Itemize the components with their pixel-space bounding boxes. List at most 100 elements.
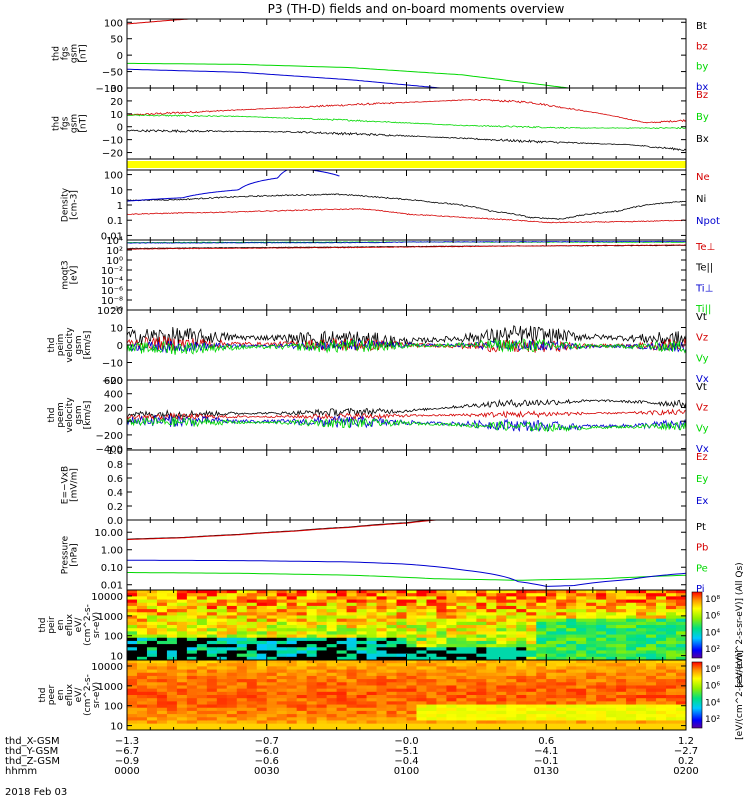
heatmap-cell — [266, 640, 278, 645]
heatmap-cell — [586, 726, 597, 730]
heatmap-cell — [146, 726, 158, 730]
heatmap-cell — [296, 691, 308, 696]
heatmap-cell — [666, 663, 677, 667]
series-Bz-line — [127, 98, 686, 124]
heatmap-cell — [346, 612, 358, 617]
heatmap-cell — [436, 650, 448, 655]
heatmap-cell — [326, 679, 338, 683]
heatmap-cell — [476, 602, 487, 607]
heatmap-cell — [236, 663, 248, 667]
heatmap-cell — [496, 660, 507, 664]
heatmap-cell — [196, 714, 208, 718]
heatmap-cell — [396, 625, 408, 629]
heatmap-cell — [586, 691, 597, 696]
heatmap-cell — [156, 704, 168, 709]
heatmap-cell — [216, 723, 228, 728]
heatmap-cell — [426, 726, 438, 730]
heatmap-cell — [276, 621, 288, 626]
heatmap-cell — [606, 723, 617, 728]
heatmap-cell — [266, 723, 278, 728]
heatmap-cell — [376, 714, 388, 718]
x-tick-label: −2.7 — [674, 746, 698, 757]
heatmap-cell — [266, 717, 278, 722]
colorbar-tick-label: 10⁴ — [705, 698, 720, 708]
heatmap-cell — [306, 640, 318, 645]
heatmap-cell — [556, 596, 567, 601]
heatmap-cell — [156, 682, 168, 687]
heatmap-cell — [586, 710, 597, 715]
heatmap-cell — [136, 679, 148, 683]
heatmap-cell — [586, 714, 597, 718]
heatmap-cell — [456, 596, 467, 601]
heatmap-cell — [656, 720, 667, 725]
heatmap-cell — [506, 593, 517, 597]
heatmap-cell — [136, 723, 148, 728]
heatmap-cell — [276, 726, 288, 730]
heatmap-cell — [156, 653, 168, 658]
heatmap-cell — [666, 682, 677, 687]
heatmap-cell — [416, 672, 428, 677]
heatmap-cell — [396, 717, 408, 722]
heatmap-cell — [316, 704, 328, 709]
heatmap-cell — [326, 688, 338, 693]
heatmap-cell — [226, 685, 238, 690]
heatmap-cell — [127, 701, 138, 706]
heatmap-cell — [676, 679, 686, 683]
heatmap-cell — [186, 621, 198, 626]
heatmap-cell — [376, 701, 388, 706]
heatmap-cell — [456, 656, 467, 660]
heatmap-cell — [666, 631, 677, 636]
heatmap-cell — [386, 691, 398, 696]
heatmap-cell — [316, 609, 328, 613]
heatmap-cell — [536, 682, 547, 687]
heatmap-cell — [576, 710, 587, 715]
heatmap-cell — [506, 669, 517, 674]
heatmap-cell — [426, 679, 438, 683]
heatmap-cell — [206, 609, 218, 613]
heatmap-cell — [226, 717, 238, 722]
y-axis-label-line: thd — [38, 618, 48, 633]
heatmap-cell — [346, 640, 358, 645]
heatmap-cell — [246, 691, 258, 696]
heatmap-cell — [496, 691, 507, 696]
heatmap-cell — [356, 666, 368, 671]
heatmap-cell — [396, 650, 408, 655]
heatmap-cell — [276, 653, 288, 658]
heatmap-cell — [256, 688, 268, 693]
heatmap-cell — [286, 710, 298, 715]
heatmap-cell — [226, 637, 238, 642]
heatmap-cell — [166, 650, 178, 655]
heatmap-cell — [486, 644, 497, 648]
heatmap-cell — [256, 618, 268, 623]
heatmap-cell — [166, 640, 178, 645]
heatmap-cell — [536, 688, 547, 693]
heatmap-cell — [396, 663, 408, 667]
heatmap-cell — [466, 625, 477, 629]
heatmap-cell — [626, 656, 637, 660]
heatmap-cell — [536, 656, 547, 660]
heatmap-cell — [236, 675, 248, 680]
heatmap-cell — [127, 660, 138, 664]
heatmap-cell — [176, 720, 188, 725]
heatmap-cell — [156, 660, 168, 664]
heatmap-cell — [356, 685, 368, 690]
heatmap-cell — [586, 701, 597, 706]
heatmap-cell — [646, 691, 657, 696]
heatmap-cell — [216, 672, 228, 677]
heatmap-cell — [176, 631, 188, 636]
heatmap-cell — [676, 605, 686, 610]
heatmap-cell — [616, 698, 627, 702]
heatmap-cell — [376, 672, 388, 677]
heatmap-cell — [466, 679, 477, 683]
heatmap-cell — [176, 701, 188, 706]
heatmap-cell — [346, 723, 358, 728]
y-tick-label: −100 — [96, 84, 123, 95]
heatmap-cell — [256, 650, 268, 655]
heatmap-cell — [676, 698, 686, 702]
heatmap-cell — [276, 682, 288, 687]
heatmap-cell — [406, 723, 418, 728]
heatmap-cell — [286, 650, 298, 655]
heatmap-cell — [316, 660, 328, 664]
heatmap-cell — [456, 621, 467, 626]
heatmap-cell — [236, 701, 248, 706]
